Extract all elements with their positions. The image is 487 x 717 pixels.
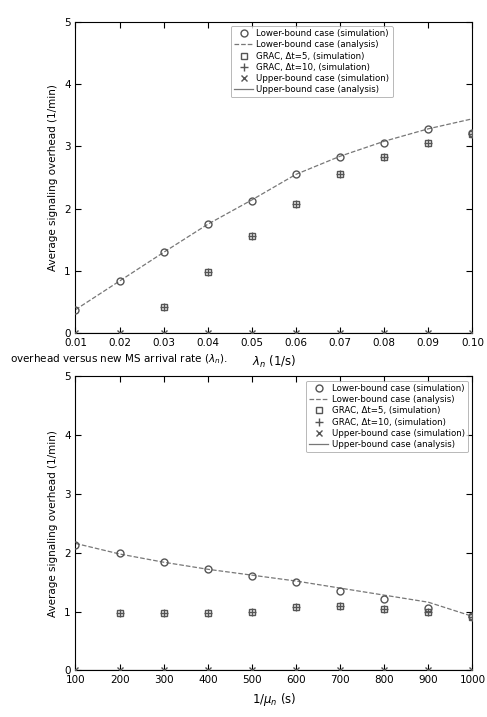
Y-axis label: Average signaling overhead (1/min): Average signaling overhead (1/min) (48, 84, 58, 271)
X-axis label: 1/$\mu_n$ (s): 1/$\mu_n$ (s) (252, 690, 296, 708)
Legend: Lower-bound case (simulation), Lower-bound case (analysis), GRAC, Δt=5, (simulat: Lower-bound case (simulation), Lower-bou… (231, 26, 393, 98)
Legend: Lower-bound case (simulation), Lower-bound case (analysis), GRAC, Δt=5, (simulat: Lower-bound case (simulation), Lower-bou… (306, 381, 468, 452)
Text: overhead versus new MS arrival rate ($\lambda_n$).: overhead versus new MS arrival rate ($\l… (10, 353, 227, 366)
Y-axis label: Average signaling overhead (1/min): Average signaling overhead (1/min) (48, 430, 58, 617)
X-axis label: $\lambda_n$ (1/s): $\lambda_n$ (1/s) (252, 353, 296, 370)
